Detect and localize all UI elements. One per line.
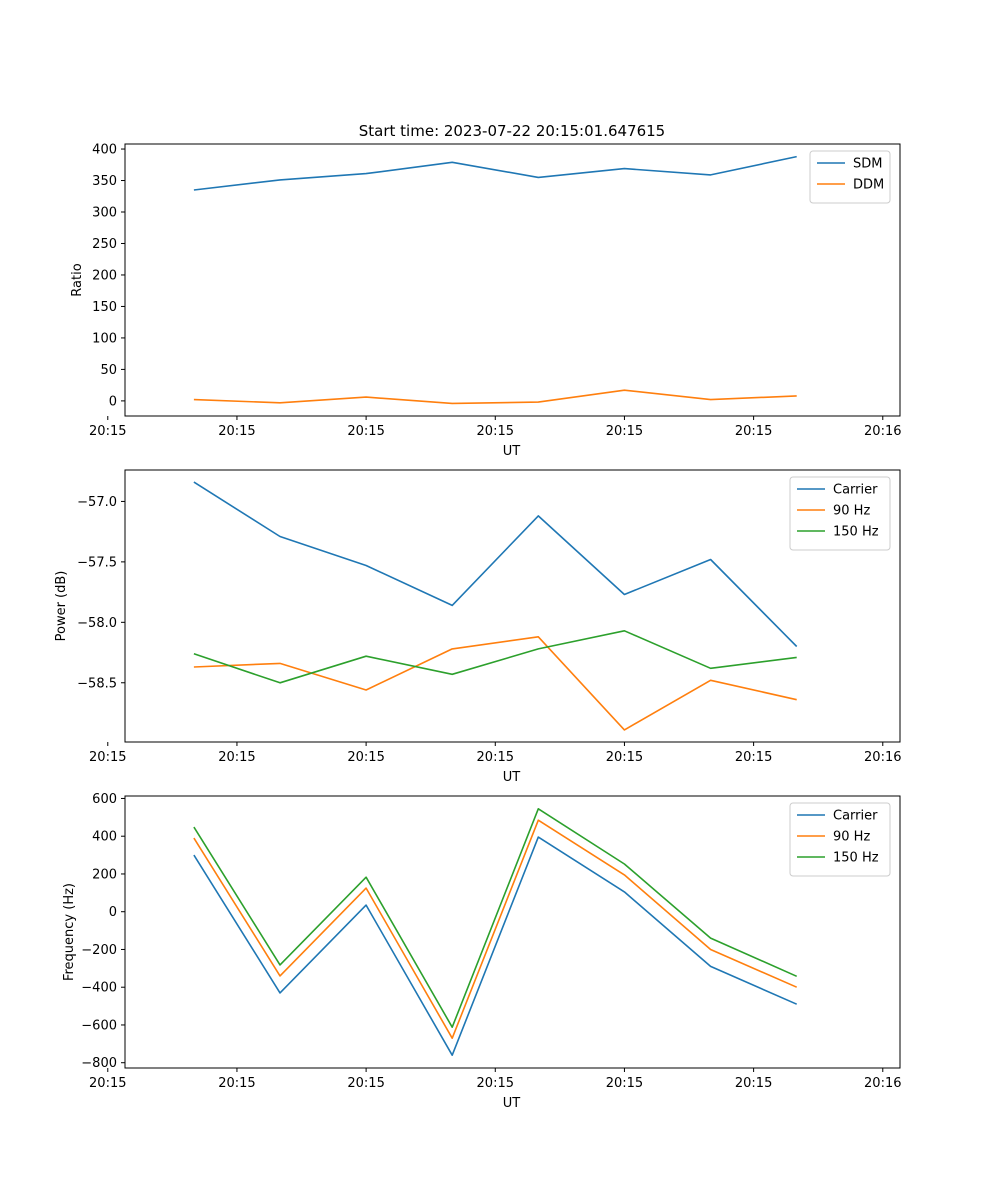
x-tick-label: 20:15: [477, 750, 514, 765]
axes-container: 20:15 20:15 20:15 20:15 20:15 20:15 20:16 0 50 10…: [54, 143, 902, 1111]
y-axis-label: Ratio: [70, 263, 85, 296]
series-line-90-hz: [193, 819, 798, 1039]
legend-label: Carrier: [833, 483, 878, 498]
y-tick-label: −58.0: [77, 616, 117, 631]
x-tick-label: 20:15: [89, 1076, 126, 1091]
y-axis-label: Power (dB): [54, 571, 69, 642]
x-tick-label: 20:15: [735, 424, 772, 439]
x-tick-label: 20:15: [218, 750, 255, 765]
y-tick-label: −600: [81, 1018, 117, 1033]
x-tick-label: 20:15: [89, 424, 126, 439]
legend: SDM DDM: [809, 150, 891, 204]
series-line-90-hz: [193, 635, 797, 731]
x-tick-label: 20:15: [735, 1076, 772, 1091]
legend-label: SDM: [853, 157, 882, 172]
x-tick-label: 20:16: [864, 750, 901, 765]
y-tick-label: −58.5: [77, 676, 117, 691]
y-tick-label: −200: [81, 943, 117, 958]
y-tick-label: 200: [92, 268, 117, 283]
axes-frame: [124, 143, 901, 417]
legend-label: DDM: [853, 178, 884, 193]
y-tick-label: −800: [81, 1056, 117, 1071]
x-axis-label: UT: [503, 1096, 521, 1111]
legend-label: 150 Hz: [833, 851, 879, 866]
legend-label: Carrier: [833, 809, 878, 824]
x-tick-label: 20:15: [477, 1076, 514, 1091]
y-tick-label: 0: [109, 905, 117, 920]
y-tick-label: 400: [92, 143, 117, 158]
y-tick-label: −57.5: [77, 555, 117, 570]
legend: Carrier 90 Hz 150 Hz: [789, 802, 891, 877]
axes-ratio: 20:15 20:15 20:15 20:15 20:15 20:15 20:16 0 50 10…: [70, 143, 902, 459]
y-tick-label: −400: [81, 981, 117, 996]
series-line-150-hz: [193, 629, 797, 684]
x-tick-label: 20:15: [606, 750, 643, 765]
axes-frame: [124, 795, 901, 1069]
x-tick-label: 20:15: [347, 424, 384, 439]
x-tick-label: 20:15: [347, 750, 384, 765]
y-axis-label: Frequency (Hz): [62, 883, 77, 981]
series-line-ddm: [193, 389, 797, 405]
legend: Carrier 90 Hz 150 Hz: [789, 476, 891, 551]
legend-box: [809, 150, 891, 204]
legend-label: 90 Hz: [833, 830, 870, 845]
x-axis-label: UT: [503, 770, 521, 785]
figure-title: Start time: 2023-07-22 20:15:01.647615: [359, 122, 665, 140]
y-tick-label: 200: [92, 867, 117, 882]
axes-frame: [124, 469, 901, 743]
y-tick-label: −57.0: [77, 495, 117, 510]
y-tick-label: 100: [92, 331, 117, 346]
axes-power: 20:15 20:15 20:15 20:15 20:15 20:15 20:16 −58.5…: [54, 469, 902, 785]
x-tick-label: 20:15: [89, 750, 126, 765]
x-tick-label: 20:15: [347, 1076, 384, 1091]
series-line-150-hz: [193, 807, 798, 1028]
x-tick-label: 20:15: [606, 1076, 643, 1091]
y-tick-label: 400: [92, 830, 117, 845]
y-tick-label: 350: [92, 174, 117, 189]
y-tick-label: 0: [109, 394, 117, 409]
series-line-carrier: [193, 836, 798, 1056]
x-tick-label: 20:15: [606, 424, 643, 439]
x-tick-label: 20:15: [218, 1076, 255, 1091]
y-tick-label: 600: [92, 792, 117, 807]
axes-frequency: 20:15 20:15 20:15 20:15 20:15 20:15 20:16 −800 −…: [62, 792, 902, 1111]
legend-label: 90 Hz: [833, 504, 870, 519]
legend-label: 150 Hz: [833, 525, 879, 540]
x-axis-label: UT: [503, 444, 521, 459]
series-line-carrier: [193, 481, 798, 648]
x-tick-label: 20:16: [864, 1076, 901, 1091]
x-tick-label: 20:15: [218, 424, 255, 439]
x-tick-label: 20:15: [735, 750, 772, 765]
x-tick-label: 20:16: [864, 424, 901, 439]
y-tick-label: 150: [92, 300, 117, 315]
y-tick-label: 50: [100, 363, 117, 378]
y-tick-label: 300: [92, 206, 117, 221]
series-line-sdm: [193, 155, 797, 191]
y-tick-label: 250: [92, 237, 117, 252]
x-tick-label: 20:15: [477, 424, 514, 439]
